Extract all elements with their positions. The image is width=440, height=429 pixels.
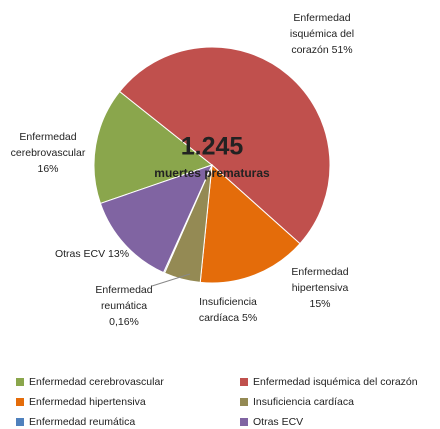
legend-label: Enfermedad hipertensiva (29, 396, 146, 408)
legend-swatch (16, 398, 24, 406)
legend-swatch (240, 398, 248, 406)
legend-swatch (16, 418, 24, 426)
legend-label: Enfermedad isquémica del corazón (253, 376, 418, 388)
data-label: Otras ECV 13% (55, 248, 129, 260)
data-label: cardíaca 5% (199, 312, 257, 324)
legend-label: Otras ECV (253, 416, 303, 428)
data-label: Enfermedad (19, 131, 76, 143)
pie-slice (199, 163, 301, 284)
pie-slice (99, 164, 213, 274)
legend-label: Enfermedad reumática (29, 416, 135, 428)
data-label: cerebrovascular (11, 147, 86, 159)
center-subtitle: muertes prematuras (154, 166, 270, 180)
data-label: 0,16% (109, 316, 139, 328)
data-label: corazón 51% (291, 44, 352, 56)
data-label: Enfermedad (291, 266, 348, 278)
legend-swatch (16, 378, 24, 386)
data-label: reumática (101, 300, 147, 312)
data-label: 16% (37, 163, 58, 175)
data-label: Enfermedad (293, 12, 350, 24)
legend-swatch (240, 378, 248, 386)
legend-label: Enfermedad cerebrovascular (29, 376, 164, 388)
leader-line (151, 273, 191, 287)
pie-slice (93, 90, 214, 205)
data-label: Insuficiencia (199, 296, 257, 308)
data-label: Enfermedad (95, 284, 152, 296)
legend-swatch (240, 418, 248, 426)
legend-label: Insuficiencia cardíaca (253, 396, 354, 408)
center-title: 1.245 (181, 133, 244, 161)
data-label: isquémica del (290, 28, 354, 40)
pie-slice (118, 46, 331, 245)
data-label: 15% (309, 298, 330, 310)
data-label: hipertensiva (292, 282, 349, 294)
